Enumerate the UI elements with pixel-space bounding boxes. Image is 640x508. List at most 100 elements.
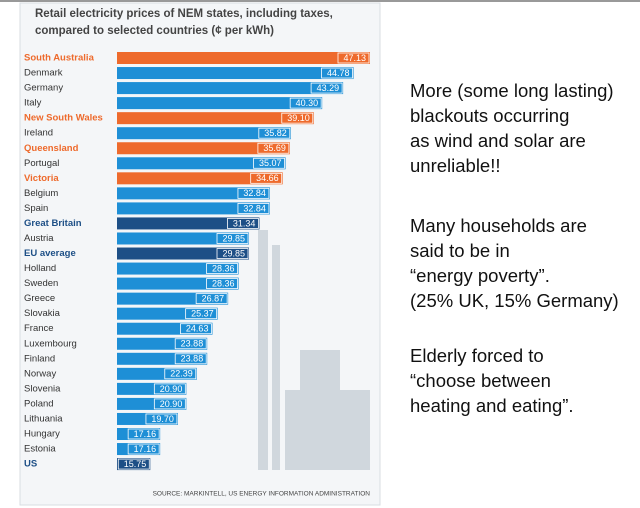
value-label: 35.69: [263, 143, 286, 153]
value-label: 29.85: [222, 233, 245, 243]
bar: [117, 157, 286, 170]
value-label-box: [185, 308, 218, 320]
bar: [117, 52, 370, 64]
category-label: Portugal: [24, 158, 59, 169]
bar: [117, 292, 229, 305]
value-label: 24.63: [186, 324, 209, 334]
category-label: Lithuania: [24, 413, 63, 424]
category-label: Luxembourg: [24, 338, 77, 349]
value-label-box: [227, 218, 259, 229]
value-label: 17.16: [134, 444, 157, 454]
plant-decoration: [258, 230, 370, 470]
value-label: 20.90: [160, 399, 183, 409]
value-label-box: [180, 323, 212, 335]
bar: [117, 172, 283, 185]
category-label: Estonia: [24, 444, 56, 455]
category-label: Slovenia: [24, 383, 61, 394]
value-label: 23.88: [181, 339, 204, 349]
value-label: 17.16: [134, 429, 157, 439]
value-label-box: [281, 112, 314, 124]
category-label: Great Britain: [24, 218, 82, 229]
bar: [117, 352, 208, 365]
value-label: 47.13: [343, 53, 366, 63]
bar: [117, 67, 354, 80]
value-label-box: [117, 458, 150, 470]
note-line: blackouts occurring: [410, 105, 569, 126]
category-label: Denmark: [24, 68, 63, 79]
chart-title: compared to selected countries (¢ per kW…: [35, 25, 274, 37]
value-label: 20.90: [160, 384, 183, 394]
value-label-box: [145, 413, 178, 425]
value-label: 23.88: [181, 354, 204, 364]
value-label: 44.78: [327, 68, 350, 78]
bar: [117, 337, 208, 350]
value-label-box: [237, 187, 270, 199]
bar: [117, 97, 323, 110]
value-label-box: [195, 293, 228, 305]
note-line: “choose between: [410, 370, 551, 391]
category-label: Ireland: [24, 128, 53, 139]
category-label: EU average: [24, 248, 76, 259]
category-label: Victoria: [24, 173, 59, 184]
value-label: 25.37: [191, 309, 214, 319]
bar: [117, 82, 344, 95]
value-label: 32.84: [243, 188, 266, 198]
note-line: (25% UK, 15% Germany): [410, 290, 619, 311]
bar: [117, 187, 270, 200]
category-label: Finland: [24, 353, 55, 364]
value-label: 39.10: [287, 113, 310, 123]
note-line: “energy poverty”.: [410, 265, 550, 286]
value-label: 15.75: [124, 459, 147, 469]
category-label: Italy: [24, 98, 42, 109]
value-label: 43.29: [317, 83, 340, 93]
category-label: US: [24, 459, 37, 470]
bar: [117, 277, 239, 290]
value-label: 31.34: [233, 218, 256, 228]
value-label: 28.36: [212, 263, 235, 273]
value-label-box: [174, 353, 207, 365]
bar: [117, 142, 290, 155]
value-label-box: [206, 263, 238, 274]
value-label-box: [153, 398, 186, 410]
value-label-box: [310, 82, 343, 94]
note-line: More (some long lasting): [410, 80, 614, 101]
category-label: Poland: [24, 398, 54, 409]
bar: [117, 112, 314, 125]
category-label: Belgium: [24, 188, 58, 199]
value-label: 22.39: [170, 369, 193, 379]
category-label: France: [24, 323, 54, 334]
bar: [117, 202, 270, 215]
value-label-box: [321, 67, 353, 79]
value-label-box: [206, 278, 238, 290]
value-label-box: [258, 127, 291, 139]
value-label-box: [250, 172, 283, 184]
value-label: 40.30: [296, 98, 319, 108]
value-label: 29.85: [222, 248, 245, 258]
source: SOURCE: MARKINTELL, US ENERGY INFORMATIO…: [153, 491, 371, 498]
bar: [117, 458, 151, 471]
bar: [117, 232, 250, 245]
value-label: 19.70: [151, 414, 174, 424]
category-label: Slovakia: [24, 308, 61, 319]
category-label: New South Wales: [24, 113, 103, 124]
chart-title: Retail electricity prices of NEM states,…: [35, 8, 333, 20]
value-label: 32.84: [243, 203, 266, 213]
value-label-box: [216, 248, 249, 259]
category-label: Sweden: [24, 278, 58, 289]
bar: [117, 382, 187, 395]
category-label: South Australia: [24, 53, 95, 64]
value-label-box: [253, 157, 285, 169]
value-label-box: [216, 233, 249, 244]
bar: [117, 247, 250, 260]
category-label: Austria: [24, 233, 54, 244]
value-label-box: [289, 97, 322, 109]
value-label-box: [127, 428, 160, 440]
bar: [117, 412, 178, 425]
category-label: Norway: [24, 368, 56, 379]
category-label: Spain: [24, 203, 48, 214]
value-label-box: [174, 338, 207, 350]
category-label: Hungary: [24, 429, 60, 440]
note-line: unreliable!!: [410, 155, 501, 176]
bar: [117, 127, 291, 140]
